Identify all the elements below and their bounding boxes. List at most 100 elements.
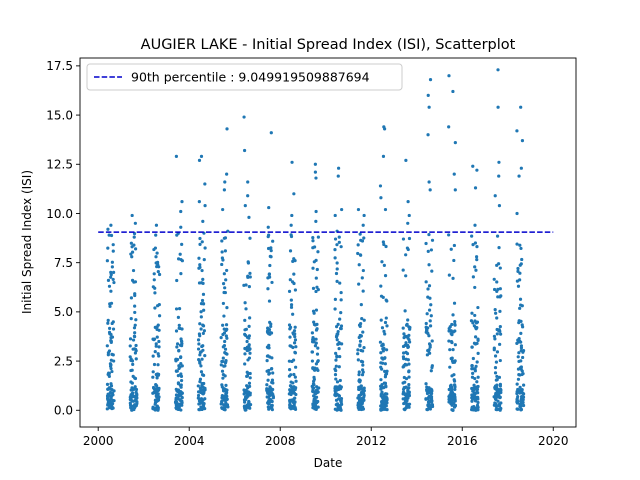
scatter-point [378,340,383,344]
scatter-point [429,369,433,373]
scatter-point [288,368,292,372]
scatter-point [381,361,385,365]
scatter-point [110,391,114,395]
scatter-point [356,348,360,352]
scatter-point [242,115,246,119]
scatter-point [222,327,226,331]
scatter-point [316,368,320,373]
scatter-point [357,335,361,340]
scatter-point [290,160,294,164]
scatter-point [338,281,342,285]
scatter-point [293,288,298,292]
scatter-point [223,350,227,355]
scatter-point [314,209,318,214]
scatter-point [294,365,298,369]
scatter-point [152,362,157,367]
scatter-point [362,236,366,240]
scatter-point [110,260,114,264]
scatter-point [292,391,297,395]
scatter-point [407,402,412,406]
scatter-point [203,246,207,250]
scatter-point [492,403,496,407]
scatter-point [292,329,297,333]
scatter-point [157,314,162,318]
scatter-point [333,213,337,218]
scatter-point [109,273,113,277]
scatter-point [430,238,435,242]
scatter-point [292,272,296,276]
scatter-point [333,256,337,260]
scatter-point [520,369,524,373]
scatter-point [243,148,247,153]
scatter-point [220,402,224,406]
scatter-point [471,371,475,375]
scatter-point [407,333,411,337]
scatter-point [107,387,112,391]
scatter-point [130,359,135,363]
scatter-point [267,205,271,210]
scatter-point [335,267,339,271]
scatter-point [243,400,247,404]
scatter-point [339,385,343,389]
scatter-point [473,325,478,329]
y-tick-label: 0.0 [54,404,73,418]
scatter-point [358,253,362,257]
scatter-point [428,404,432,408]
scatter-point [379,196,383,200]
scatter-point [133,331,137,335]
scatter-point [197,342,201,346]
scatter-point [361,363,365,367]
scatter-point [202,329,206,333]
chart-title: AUGIER LAKE - Initial Spread Index (ISI)… [141,37,516,53]
scatter-point [201,277,205,281]
scatter-point [174,329,179,333]
scatter-point [131,362,135,366]
scatter-point [358,339,363,343]
scatter-point [268,263,272,268]
scatter-point [221,207,225,212]
scatter-point [403,343,407,347]
scatter-point [496,105,500,109]
scatter-point [156,397,160,401]
scatter-point [515,242,519,246]
scatter-point [224,323,229,327]
scatter-point [452,383,457,387]
scatter-point [314,176,318,180]
scatter-point [179,225,183,229]
scatter-point [361,407,365,411]
scatter-point [156,363,160,367]
scatter-point [357,323,362,327]
scatter-point [406,358,410,362]
scatter-point [382,393,386,397]
scatter-point [197,256,201,260]
scatter-point [428,319,432,323]
scatter-point [494,378,498,382]
scatter-point [495,316,499,320]
scatter-point [179,271,183,276]
scatter-point [198,265,202,269]
scatter-point [154,394,158,398]
scatter-point [287,289,292,294]
scatter-point [179,361,183,366]
scatter-point [268,400,272,404]
scatter-point [362,345,366,350]
scatter-point [425,353,429,357]
scatter-point [243,328,247,332]
scatter-point [135,393,139,398]
scatter-point [402,407,406,411]
scatter-point [497,204,502,208]
scatter-point [335,355,339,359]
scatter-point [133,221,137,225]
scatter-point [430,269,434,273]
scatter-point [356,243,360,247]
scatter-point [384,244,388,249]
scatter-point [293,325,297,329]
scatter-point [220,359,224,364]
scatter-point [151,391,155,395]
scatter-point [496,287,500,291]
scatter-point [474,268,478,272]
scatter-point [311,387,315,391]
scatter-point [291,312,295,316]
scatter-point [292,385,296,389]
scatter-point [430,339,434,343]
